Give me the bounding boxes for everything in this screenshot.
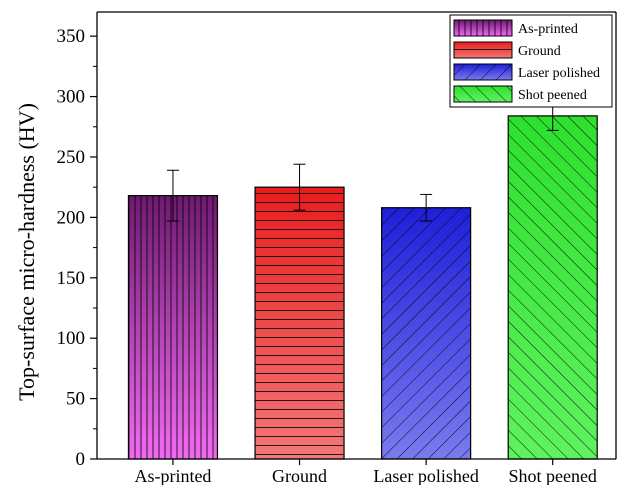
bar-hatch bbox=[507, 115, 598, 460]
legend-swatch-hatch bbox=[453, 63, 513, 81]
y-tick-label: 200 bbox=[57, 207, 86, 228]
x-tick-label: Shot peened bbox=[508, 466, 596, 485]
legend-swatch-hatch bbox=[453, 41, 513, 59]
legend: As-printed Ground Laser polished Shot peene… bbox=[449, 14, 613, 108]
legend-swatch-hatch bbox=[453, 19, 513, 37]
y-tick-label: 250 bbox=[57, 147, 86, 168]
y-tick-label: 150 bbox=[57, 268, 86, 289]
legend-label: Laser polished bbox=[518, 66, 600, 81]
x-tick-label: Laser polished bbox=[373, 466, 478, 485]
x-tick-label: Ground bbox=[272, 466, 327, 485]
y-tick-label: 0 bbox=[76, 449, 86, 470]
y-tick-label: 100 bbox=[57, 328, 86, 349]
legend-label: As-printed bbox=[518, 22, 578, 37]
bar-hatch bbox=[127, 195, 219, 460]
legend-label: Ground bbox=[518, 44, 561, 59]
plot-area bbox=[127, 100, 598, 460]
legend-label: Shot peened bbox=[518, 88, 587, 103]
bar-hatch bbox=[254, 186, 345, 460]
axes: As-printed Ground Laser polished Shot peene… bbox=[57, 11, 617, 485]
y-tick-label: 50 bbox=[66, 389, 85, 410]
y-tick-label: 300 bbox=[57, 87, 86, 108]
y-axis-label: Top-surface micro-hardness (HV) bbox=[14, 103, 39, 401]
bar-hatch bbox=[381, 207, 472, 460]
x-tick-label: As-printed bbox=[134, 466, 211, 485]
y-tick-label: 350 bbox=[57, 26, 86, 47]
legend-swatch-hatch bbox=[453, 85, 513, 103]
